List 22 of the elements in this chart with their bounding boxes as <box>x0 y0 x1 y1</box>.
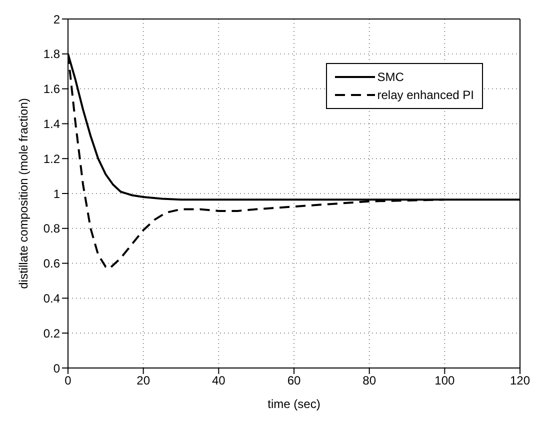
x-tick-label: 20 <box>136 374 150 388</box>
y-tick-label: 1.8 <box>43 47 60 62</box>
y-tick-label: 1.2 <box>43 152 60 166</box>
legend-label: SMC <box>377 70 404 84</box>
y-tick-label: 0.4 <box>43 291 60 306</box>
y-tick-label: 1.6 <box>43 82 60 96</box>
y-tick-label: 0 <box>53 361 60 376</box>
y-tick-label: 0.8 <box>43 222 60 236</box>
y-axis-title: distillate composition (mole fraction) <box>16 98 30 289</box>
y-tick-label: 0.2 <box>43 326 60 340</box>
legend-label: relay enhanced PI <box>377 88 474 102</box>
y-tick-label: 2 <box>53 12 60 26</box>
x-tick-label: 120 <box>510 374 530 388</box>
x-tick-label: 60 <box>287 374 301 388</box>
x-tick-label: 80 <box>362 374 376 388</box>
y-tick-label: 1.4 <box>43 116 60 131</box>
x-tick-label: 40 <box>212 374 226 388</box>
x-tick-label: 100 <box>434 374 455 388</box>
x-axis-title: time (sec) <box>268 397 320 411</box>
x-tick-label: 0 <box>64 374 72 388</box>
y-tick-label: 0.6 <box>43 256 60 271</box>
y-tick-label: 1 <box>53 186 60 201</box>
